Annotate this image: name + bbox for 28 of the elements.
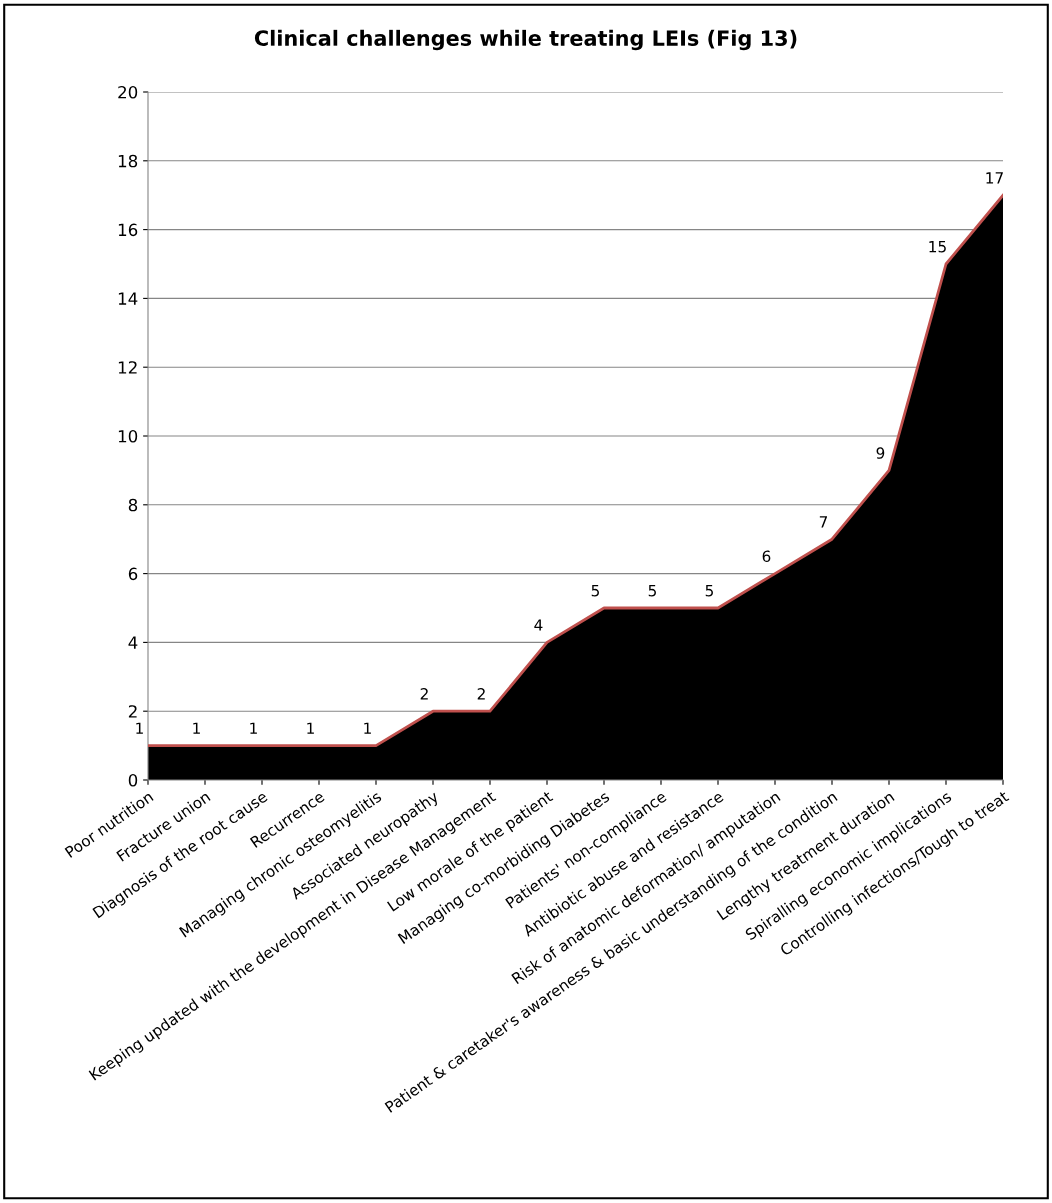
y-tick-label: 14 — [118, 292, 138, 305]
data-label: 5 — [591, 585, 599, 597]
y-tick-label: 18 — [118, 154, 138, 168]
y-tick-label: 8 — [128, 498, 138, 512]
y-tick-label: 12 — [118, 361, 137, 374]
data-label: 9 — [876, 447, 885, 459]
data-label: 1 — [136, 722, 143, 734]
data-label: 17 — [986, 172, 1003, 184]
data-label: 1 — [193, 722, 200, 734]
y-tick-label: 20 — [118, 85, 138, 99]
data-label: 1 — [364, 722, 371, 734]
data-label: 1 — [307, 722, 314, 734]
y-tick-label: 16 — [118, 223, 138, 237]
data-label: 6 — [762, 550, 771, 563]
data-label: 2 — [420, 688, 428, 700]
y-tick-label: 4 — [128, 636, 138, 649]
data-label: 4 — [534, 619, 543, 631]
y-tick-label: 0 — [128, 773, 138, 787]
data-label: 2 — [477, 688, 485, 700]
data-label: 15 — [929, 241, 946, 253]
data-label: 5 — [648, 585, 656, 597]
y-tick-label: 6 — [128, 567, 138, 581]
y-tick-label: 10 — [118, 429, 138, 443]
chart-title: Clinical challenges while treating LEIs (Fig 13) — [254, 29, 797, 51]
data-label: 1 — [250, 722, 257, 734]
data-label: 5 — [705, 585, 713, 597]
y-tick-label: 2 — [128, 705, 137, 718]
data-label: 7 — [819, 516, 827, 528]
